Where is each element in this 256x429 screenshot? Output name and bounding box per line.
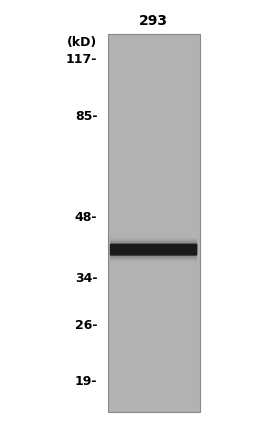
Text: 34-: 34- (75, 272, 97, 285)
Text: (kD): (kD) (67, 36, 97, 49)
FancyBboxPatch shape (110, 244, 197, 256)
FancyBboxPatch shape (108, 34, 200, 412)
FancyBboxPatch shape (110, 242, 197, 258)
FancyBboxPatch shape (110, 243, 197, 257)
Text: 19-: 19- (75, 375, 97, 388)
Text: 117-: 117- (66, 53, 97, 66)
FancyBboxPatch shape (110, 240, 197, 259)
Text: 85-: 85- (75, 110, 97, 123)
Text: 48-: 48- (75, 211, 97, 224)
Text: 293: 293 (139, 14, 168, 28)
Text: 26-: 26- (75, 320, 97, 332)
